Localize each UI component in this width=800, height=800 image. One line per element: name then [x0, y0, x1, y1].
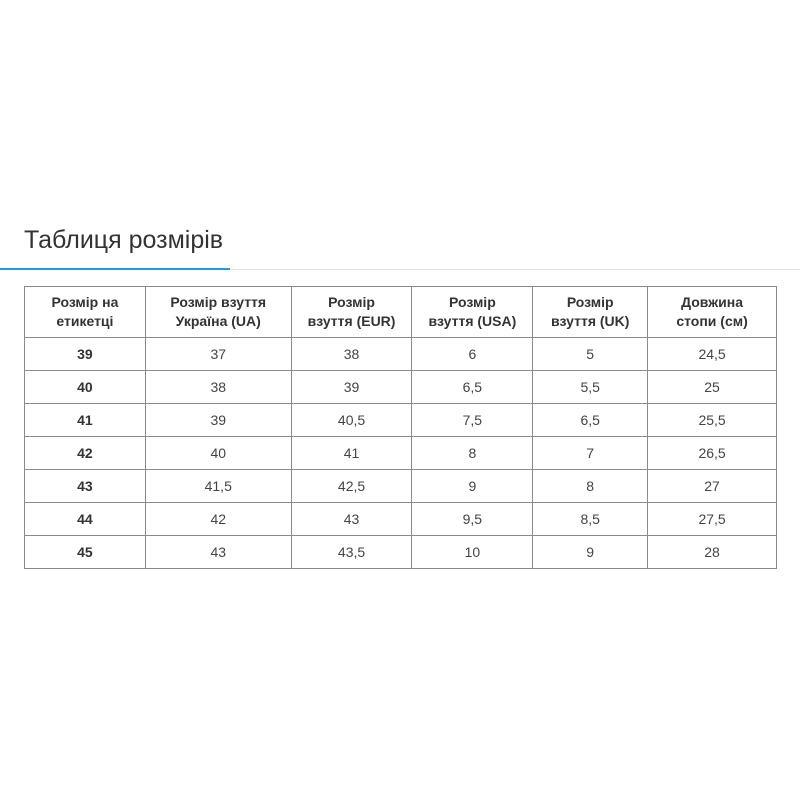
table-cell: 5 — [532, 337, 649, 371]
table-cell: 37 — [144, 337, 292, 371]
column-header-line: взуття (USA) — [428, 313, 517, 329]
table-cell: 7 — [532, 436, 649, 470]
column-header-line: Розмір — [448, 294, 496, 310]
column-header-line: етикетці — [56, 313, 114, 329]
table-row: 40 38 39 6,5 5,5 25 — [24, 370, 777, 404]
column-header: Довжина стопи (см) — [647, 286, 777, 338]
table-row: 41 39 40,5 7,5 6,5 25,5 — [24, 403, 777, 437]
table-cell: 6,5 — [532, 403, 649, 437]
table-cell: 42 — [144, 502, 292, 536]
table-cell: 43 — [290, 502, 413, 536]
table-cell: 40 — [144, 436, 292, 470]
table-row: 42 40 41 8 7 26,5 — [24, 436, 777, 470]
table-cell: 41,5 — [144, 469, 292, 503]
table-cell: 42,5 — [290, 469, 413, 503]
column-header-line: взуття (UK) — [550, 313, 630, 329]
table-cell: 41 — [290, 436, 413, 470]
table-header-row: Розмір на етикетці Розмір взуття Україна (U… — [24, 286, 777, 338]
title-accent-underline — [0, 268, 230, 270]
size-chart-table: Розмір на етикетці Розмір взуття Україна (U… — [24, 286, 777, 569]
table-row: 43 41,5 42,5 9 8 27 — [24, 469, 777, 503]
column-header-line: взуття (EUR) — [307, 313, 396, 329]
table-cell: 27,5 — [647, 502, 777, 536]
column-header-line: Розмір на — [51, 294, 119, 310]
table-cell: 28 — [647, 535, 777, 569]
page-title: Таблиця розмірів — [24, 226, 224, 254]
table-cell: 8 — [411, 436, 534, 470]
table-cell: 9 — [411, 469, 534, 503]
column-header: Розмір взуття Україна (UA) — [144, 286, 292, 338]
label-size-cell: 42 — [24, 436, 146, 470]
table-cell: 27 — [647, 469, 777, 503]
column-header: Розмір взуття (USA) — [411, 286, 534, 338]
label-size-cell: 41 — [24, 403, 146, 437]
table-row: 44 42 43 9,5 8,5 27,5 — [24, 502, 777, 536]
column-header-line: Довжина — [681, 294, 744, 310]
table-cell: 8 — [532, 469, 649, 503]
column-header: Розмір на етикетці — [24, 286, 146, 338]
table-cell: 9,5 — [411, 502, 534, 536]
table-cell: 25 — [647, 370, 777, 404]
label-size-cell: 45 — [24, 535, 146, 569]
column-header: Розмір взуття (UK) — [532, 286, 649, 338]
table-cell: 26,5 — [647, 436, 777, 470]
column-header-line: Розмір взуття — [170, 294, 267, 310]
table-cell: 40,5 — [290, 403, 413, 437]
table-cell: 25,5 — [647, 403, 777, 437]
title-divider — [0, 269, 800, 270]
label-size-cell: 43 — [24, 469, 146, 503]
table-cell: 6,5 — [411, 370, 534, 404]
column-header-line: Україна (UA) — [175, 313, 261, 329]
table-cell: 9 — [532, 535, 649, 569]
column-header-line: Розмір — [328, 294, 375, 310]
table-cell: 39 — [144, 403, 292, 437]
table-cell: 8,5 — [532, 502, 649, 536]
column-header-line: стопи (см) — [676, 313, 748, 329]
table-cell: 38 — [290, 337, 413, 371]
table-cell: 39 — [290, 370, 413, 404]
table-row: 45 43 43,5 10 9 28 — [24, 535, 777, 569]
column-header: Розмір взуття (EUR) — [290, 286, 413, 338]
column-header-line: Розмір — [566, 294, 614, 310]
table-cell: 5,5 — [532, 370, 649, 404]
label-size-cell: 39 — [24, 337, 146, 371]
table-cell: 43 — [144, 535, 292, 569]
label-size-cell: 44 — [24, 502, 146, 536]
table-cell: 38 — [144, 370, 292, 404]
label-size-cell: 40 — [24, 370, 146, 404]
table-cell: 43,5 — [290, 535, 413, 569]
table-cell: 24,5 — [647, 337, 777, 371]
table-cell: 10 — [411, 535, 534, 569]
table-cell: 6 — [411, 337, 534, 371]
table-row: 39 37 38 6 5 24,5 — [24, 337, 777, 371]
table-cell: 7,5 — [411, 403, 534, 437]
